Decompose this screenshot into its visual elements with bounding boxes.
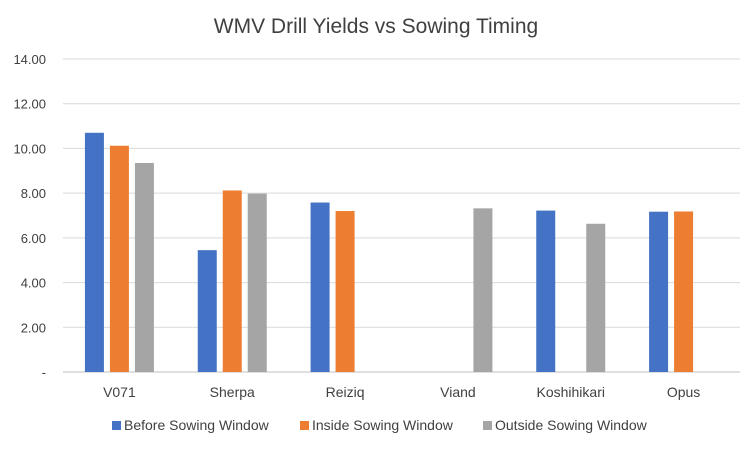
y-tick-label: 2.00 bbox=[21, 320, 46, 335]
y-tick-label: 4.00 bbox=[21, 276, 46, 291]
bar bbox=[310, 202, 330, 372]
x-tick-label: Viand bbox=[440, 384, 476, 400]
bar bbox=[473, 208, 493, 372]
bars bbox=[84, 132, 694, 372]
y-tick-label: 12.00 bbox=[13, 97, 46, 112]
bar bbox=[335, 211, 355, 372]
gridlines bbox=[63, 58, 740, 373]
x-tick-label: Reiziq bbox=[326, 384, 365, 400]
y-tick-label: 14.00 bbox=[13, 52, 46, 67]
chart-title: WMV Drill Yields vs Sowing Timing bbox=[214, 15, 538, 38]
x-axis: V071 Sherpa Reiziq Viand Koshihikari Opus bbox=[103, 384, 700, 400]
y-tick-label: 10.00 bbox=[13, 141, 46, 156]
x-tick-label: Sherpa bbox=[210, 384, 255, 400]
bar bbox=[197, 250, 217, 372]
bar bbox=[649, 211, 669, 372]
y-tick-label: 6.00 bbox=[21, 231, 46, 246]
legend-swatch bbox=[300, 421, 309, 430]
legend-swatch bbox=[112, 421, 121, 430]
legend-label: Inside Sowing Window bbox=[312, 417, 454, 433]
legend-label: Before Sowing Window bbox=[124, 417, 270, 433]
y-tick-label: - bbox=[42, 365, 46, 380]
bar bbox=[84, 132, 104, 372]
bar bbox=[222, 190, 242, 372]
y-tick-label: 8.00 bbox=[21, 186, 46, 201]
x-tick-label: Opus bbox=[667, 384, 700, 400]
legend-swatch bbox=[483, 421, 492, 430]
bar bbox=[536, 210, 556, 372]
bar bbox=[586, 223, 606, 372]
legend-label: Outside Sowing Window bbox=[495, 417, 648, 433]
legend: Before Sowing Window Inside Sowing Window… bbox=[112, 417, 648, 433]
bar bbox=[674, 211, 694, 372]
bar bbox=[109, 145, 129, 372]
bar bbox=[247, 193, 267, 372]
bar bbox=[134, 162, 154, 372]
x-tick-label: Koshihikari bbox=[537, 384, 605, 400]
x-tick-label: V071 bbox=[103, 384, 136, 400]
y-axis: - 2.00 4.00 6.00 8.00 10.00 12.00 14.00 bbox=[13, 52, 46, 380]
